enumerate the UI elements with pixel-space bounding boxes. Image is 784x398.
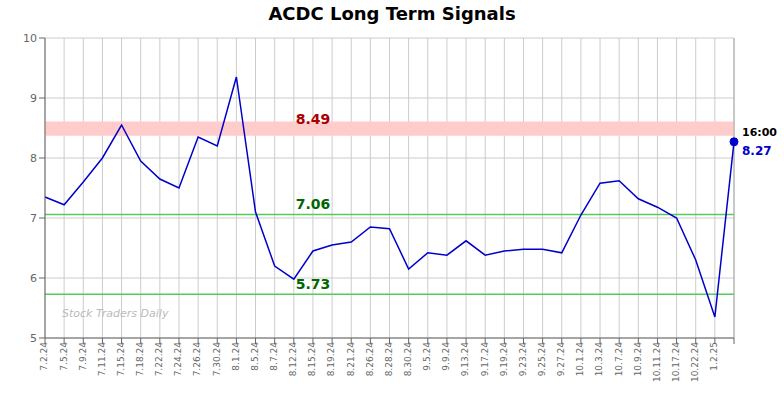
svg-text:7.18.24: 7.18.24 <box>135 342 145 377</box>
svg-text:7.06: 7.06 <box>296 196 331 212</box>
svg-text:10.9.24: 10.9.24 <box>633 342 643 377</box>
svg-text:16:00: 16:00 <box>742 126 776 139</box>
svg-text:9: 9 <box>30 92 37 105</box>
html-text:Stock Traders Daily: Stock Traders Daily <box>62 307 169 320</box>
svg-text:7.22.24: 7.22.24 <box>154 342 164 377</box>
html-text:ACDC Long Term Signals: ACDC Long Term Signals <box>268 3 516 24</box>
svg-text:7.2.24: 7.2.24 <box>39 342 49 371</box>
svg-text:8.21.24: 8.21.24 <box>346 342 356 377</box>
svg-text:10: 10 <box>23 32 37 45</box>
svg-text:10.7.24: 10.7.24 <box>614 342 624 377</box>
svg-text:10.3.24: 10.3.24 <box>594 342 604 377</box>
svg-text:7: 7 <box>30 212 37 225</box>
svg-text:9.17.24: 9.17.24 <box>480 342 490 377</box>
svg-text:8.1.24: 8.1.24 <box>231 342 241 371</box>
svg-text:9.13.24: 9.13.24 <box>460 342 470 377</box>
svg-text:9.23.24: 9.23.24 <box>518 342 528 377</box>
svg-text:7.9.24: 7.9.24 <box>78 342 88 371</box>
svg-text:7.26.24: 7.26.24 <box>193 342 203 377</box>
svg-text:8.49: 8.49 <box>296 111 331 127</box>
svg-text:8.19.24: 8.19.24 <box>326 342 336 377</box>
svg-text:8.30.24: 8.30.24 <box>403 342 413 377</box>
svg-text:6: 6 <box>30 272 37 285</box>
svg-text:7.24.24: 7.24.24 <box>173 342 183 377</box>
svg-text:8.26.24: 8.26.24 <box>365 342 375 377</box>
svg-text:7.5.24: 7.5.24 <box>59 342 69 371</box>
svg-text:10.22.24: 10.22.24 <box>690 342 700 382</box>
svg-text:10.1.24: 10.1.24 <box>575 342 585 377</box>
svg-text:7.15.24: 7.15.24 <box>116 342 126 377</box>
svg-text:7.30.24: 7.30.24 <box>212 342 222 377</box>
svg-text:8.28.24: 8.28.24 <box>384 342 394 377</box>
svg-text:8: 8 <box>30 152 37 165</box>
svg-text:1.2.25: 1.2.25 <box>709 342 719 371</box>
svg-text:10.11.24: 10.11.24 <box>652 342 662 382</box>
svg-text:7.11.24: 7.11.24 <box>97 342 107 377</box>
svg-text:9.27.24: 9.27.24 <box>556 342 566 377</box>
svg-text:8.15.24: 8.15.24 <box>307 342 317 377</box>
svg-text:9.5.24: 9.5.24 <box>422 342 432 371</box>
svg-text:8.12.24: 8.12.24 <box>288 342 298 377</box>
svg-text:5.73: 5.73 <box>296 276 331 292</box>
svg-text:9.19.24: 9.19.24 <box>499 342 509 377</box>
svg-text:8.27: 8.27 <box>742 144 772 158</box>
svg-text:8.5.24: 8.5.24 <box>250 342 260 371</box>
svg-text:8.7.24: 8.7.24 <box>269 342 279 371</box>
svg-text:10.17.24: 10.17.24 <box>671 342 681 382</box>
svg-text:9.9.24: 9.9.24 <box>441 342 451 371</box>
svg-text:9.25.24: 9.25.24 <box>537 342 547 377</box>
svg-text:5: 5 <box>30 332 37 345</box>
